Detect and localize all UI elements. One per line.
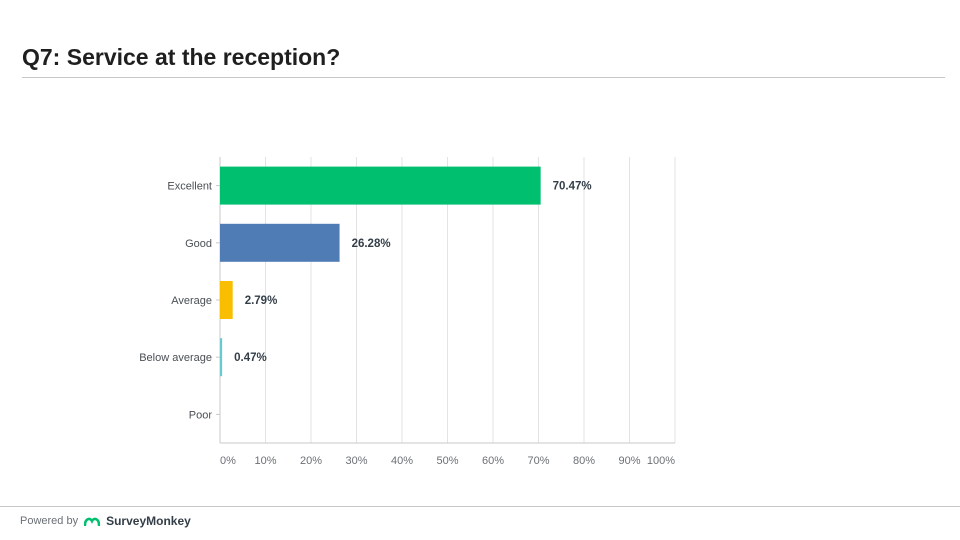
data-label: 0.47%: [234, 352, 267, 364]
x-tick-label: 20%: [300, 455, 322, 467]
surveymonkey-logo-icon: [84, 517, 101, 526]
bar: [220, 281, 233, 319]
x-tick-label: 50%: [436, 455, 458, 467]
category-label: Below average: [139, 352, 212, 364]
footer-divider: [0, 506, 960, 507]
x-tick-label: 90%: [618, 455, 640, 467]
title-divider: [22, 77, 945, 78]
category-label: Average: [171, 295, 212, 307]
category-label: Poor: [189, 409, 213, 421]
data-label: 26.28%: [352, 238, 391, 250]
x-tick-label: 10%: [254, 455, 276, 467]
x-tick-label: 60%: [482, 455, 504, 467]
x-tick-label: 100%: [647, 455, 675, 467]
category-label: Good: [185, 238, 212, 250]
x-tick-label: 0%: [220, 455, 236, 467]
question-text: Service at the reception?: [66, 44, 341, 70]
page-title: Q7: Service at the reception?: [22, 44, 340, 71]
x-tick-label: 70%: [527, 455, 549, 467]
data-label: 70.47%: [553, 181, 592, 193]
bar: [220, 338, 223, 377]
x-tick-label: 80%: [573, 455, 595, 467]
brand-name: SurveyMonkey: [106, 514, 191, 528]
category-label: Excellent: [167, 181, 212, 193]
powered-by-label: Powered by: [20, 515, 79, 527]
x-tick-label: 30%: [345, 455, 367, 467]
data-label: 2.79%: [245, 295, 278, 307]
footer: Powered by SurveyMonkey: [20, 514, 191, 528]
bar: [220, 223, 340, 262]
x-tick-label: 40%: [391, 455, 413, 467]
bar: [220, 166, 541, 205]
question-number: Q7:: [22, 44, 61, 70]
